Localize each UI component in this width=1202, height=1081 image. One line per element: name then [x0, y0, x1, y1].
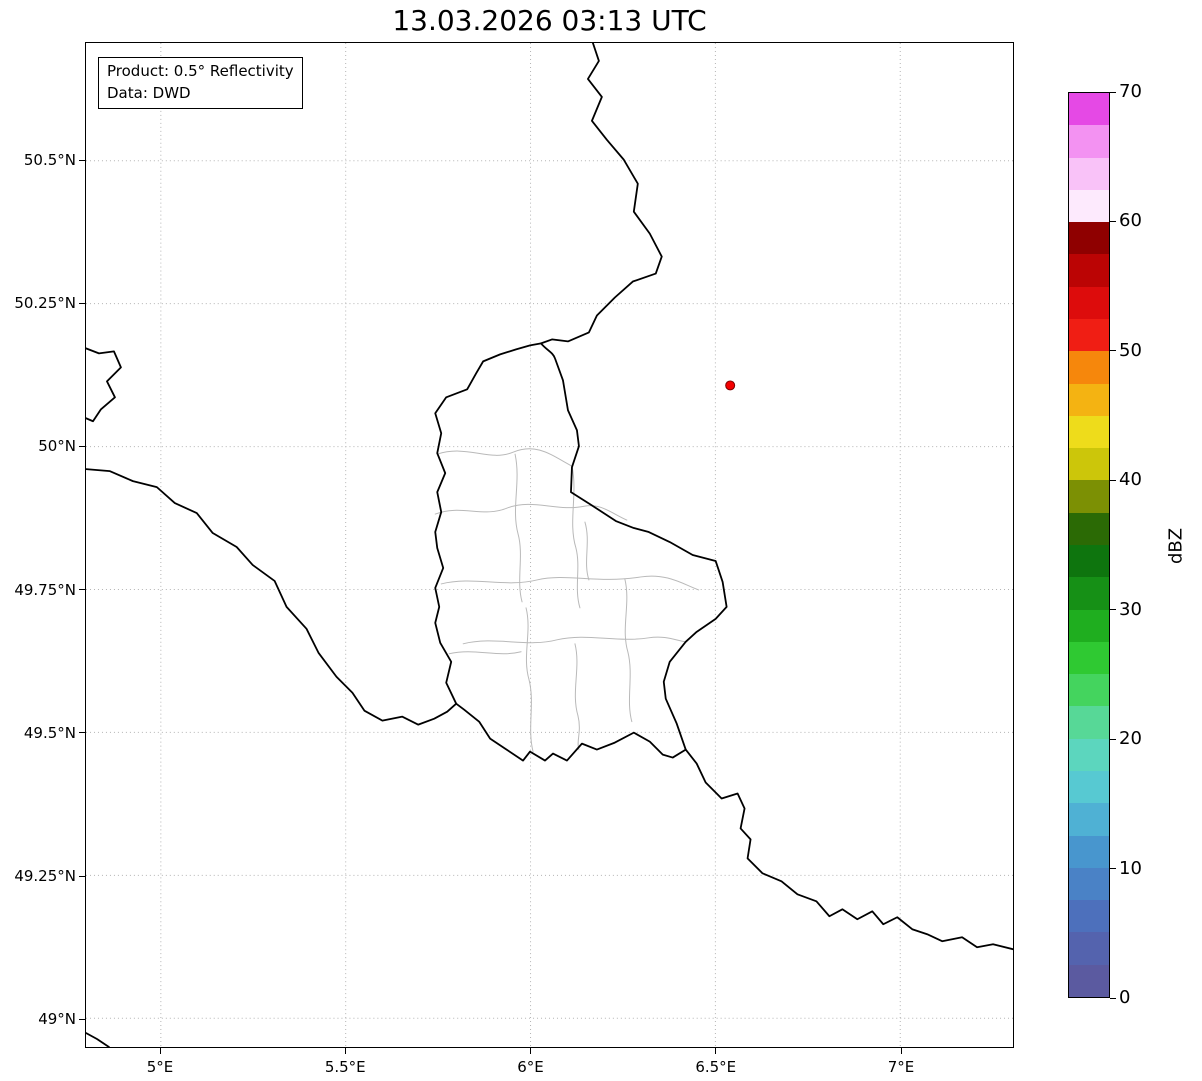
x-tick-label: 7°E [887, 1058, 915, 1076]
colorbar-tick [1110, 350, 1116, 352]
y-tick-label: 49.5°N [23, 723, 76, 742]
colorbar-segment [1069, 92, 1109, 126]
y-tick [79, 445, 85, 447]
x-tick [344, 1048, 346, 1054]
border-france-belgium-small [86, 347, 122, 423]
y-tick [79, 302, 85, 304]
x-tick-label: 6°E [517, 1058, 544, 1076]
y-tick-label: 50.25°N [14, 294, 76, 313]
colorbar-segment [1069, 802, 1109, 836]
colorbar-segment [1069, 964, 1109, 997]
border-france-belgium-main [86, 468, 458, 726]
colorbar-segment [1069, 383, 1109, 416]
colorbar-tick [1110, 91, 1116, 93]
x-tick-label: 5°E [146, 1058, 174, 1076]
colorbar-tick [1110, 738, 1116, 740]
colorbar-tick [1110, 997, 1116, 999]
y-tick [79, 732, 85, 734]
canton-borders [434, 448, 700, 753]
colorbar-tick-label: 10 [1119, 857, 1142, 879]
colorbar-segment [1069, 318, 1109, 352]
colorbar-segment [1069, 512, 1109, 545]
colorbar-segment [1069, 641, 1109, 675]
colorbar-tick-label: 0 [1119, 987, 1131, 1008]
colorbar-label: dBZ [1165, 527, 1187, 565]
y-tick-label: 50.5°N [23, 151, 76, 169]
x-tick [159, 1048, 161, 1054]
plot-title: 13.03.2026 03:13 UTC [392, 4, 707, 37]
colorbar-segment [1069, 738, 1109, 771]
colorbar-segment [1069, 415, 1109, 449]
map-axes: Product: 0.5° Reflectivity Data: DWD [85, 42, 1014, 1048]
colorbar-segment [1069, 124, 1109, 158]
border-belgium-germany [540, 43, 663, 345]
y-tick [79, 875, 85, 877]
y-tick [79, 1018, 85, 1020]
colorbar-segment [1069, 673, 1109, 707]
radar-location-marker [725, 380, 736, 391]
colorbar-segment [1069, 931, 1109, 965]
colorbar [1068, 92, 1110, 998]
y-tick [79, 589, 85, 591]
colorbar-segment [1069, 221, 1109, 255]
colorbar-segment [1069, 544, 1109, 578]
luxembourg-outline [434, 342, 728, 762]
colorbar-tick-label: 30 [1119, 598, 1142, 620]
colorbar-segment [1069, 867, 1109, 901]
x-tick-label: 5.5°E [324, 1058, 366, 1076]
colorbar-segment [1069, 253, 1109, 287]
colorbar-tick [1110, 868, 1116, 870]
colorbar-tick-label: 40 [1119, 469, 1142, 491]
border-france-germany [684, 748, 1013, 951]
y-tick [79, 159, 85, 161]
border-corner-segment [86, 1032, 110, 1047]
colorbar-segment [1069, 157, 1109, 190]
x-tick [715, 1048, 717, 1054]
colorbar-segment [1069, 447, 1109, 481]
colorbar-segments [1069, 92, 1109, 997]
colorbar-segment [1069, 770, 1109, 804]
colorbar-segment [1069, 609, 1109, 642]
colorbar-tick [1110, 609, 1116, 611]
gridlines [86, 43, 1013, 1047]
colorbar-tick-label: 60 [1119, 210, 1142, 232]
y-tick-label: 49°N [38, 1010, 76, 1029]
colorbar-segment [1069, 835, 1109, 868]
colorbar-segment [1069, 286, 1109, 319]
colorbar-tick [1110, 220, 1116, 222]
colorbar-segment [1069, 350, 1109, 384]
colorbar-tick-label: 50 [1119, 339, 1142, 361]
colorbar-segment [1069, 576, 1109, 610]
x-tick-label: 6.5°E [695, 1058, 737, 1076]
y-tick-label: 50°N [38, 437, 76, 456]
x-tick [530, 1048, 531, 1054]
x-tick [900, 1048, 902, 1054]
info-box-product-line: Product: 0.5° Reflectivity [107, 62, 294, 80]
colorbar-segment [1069, 899, 1109, 933]
colorbar-tick-label: 70 [1119, 81, 1142, 102]
y-tick-label: 49.25°N [14, 867, 76, 885]
colorbar-segment [1069, 189, 1109, 223]
colorbar-segment [1069, 705, 1109, 739]
map-canvas [86, 43, 1013, 1047]
colorbar-tick [1110, 479, 1116, 481]
y-tick-label: 49.75°N [14, 580, 76, 599]
colorbar-segment [1069, 479, 1109, 513]
colorbar-tick-label: 20 [1119, 728, 1142, 750]
info-box: Product: 0.5° Reflectivity Data: DWD [98, 57, 303, 109]
info-box-data-line: Data: DWD [107, 83, 191, 102]
